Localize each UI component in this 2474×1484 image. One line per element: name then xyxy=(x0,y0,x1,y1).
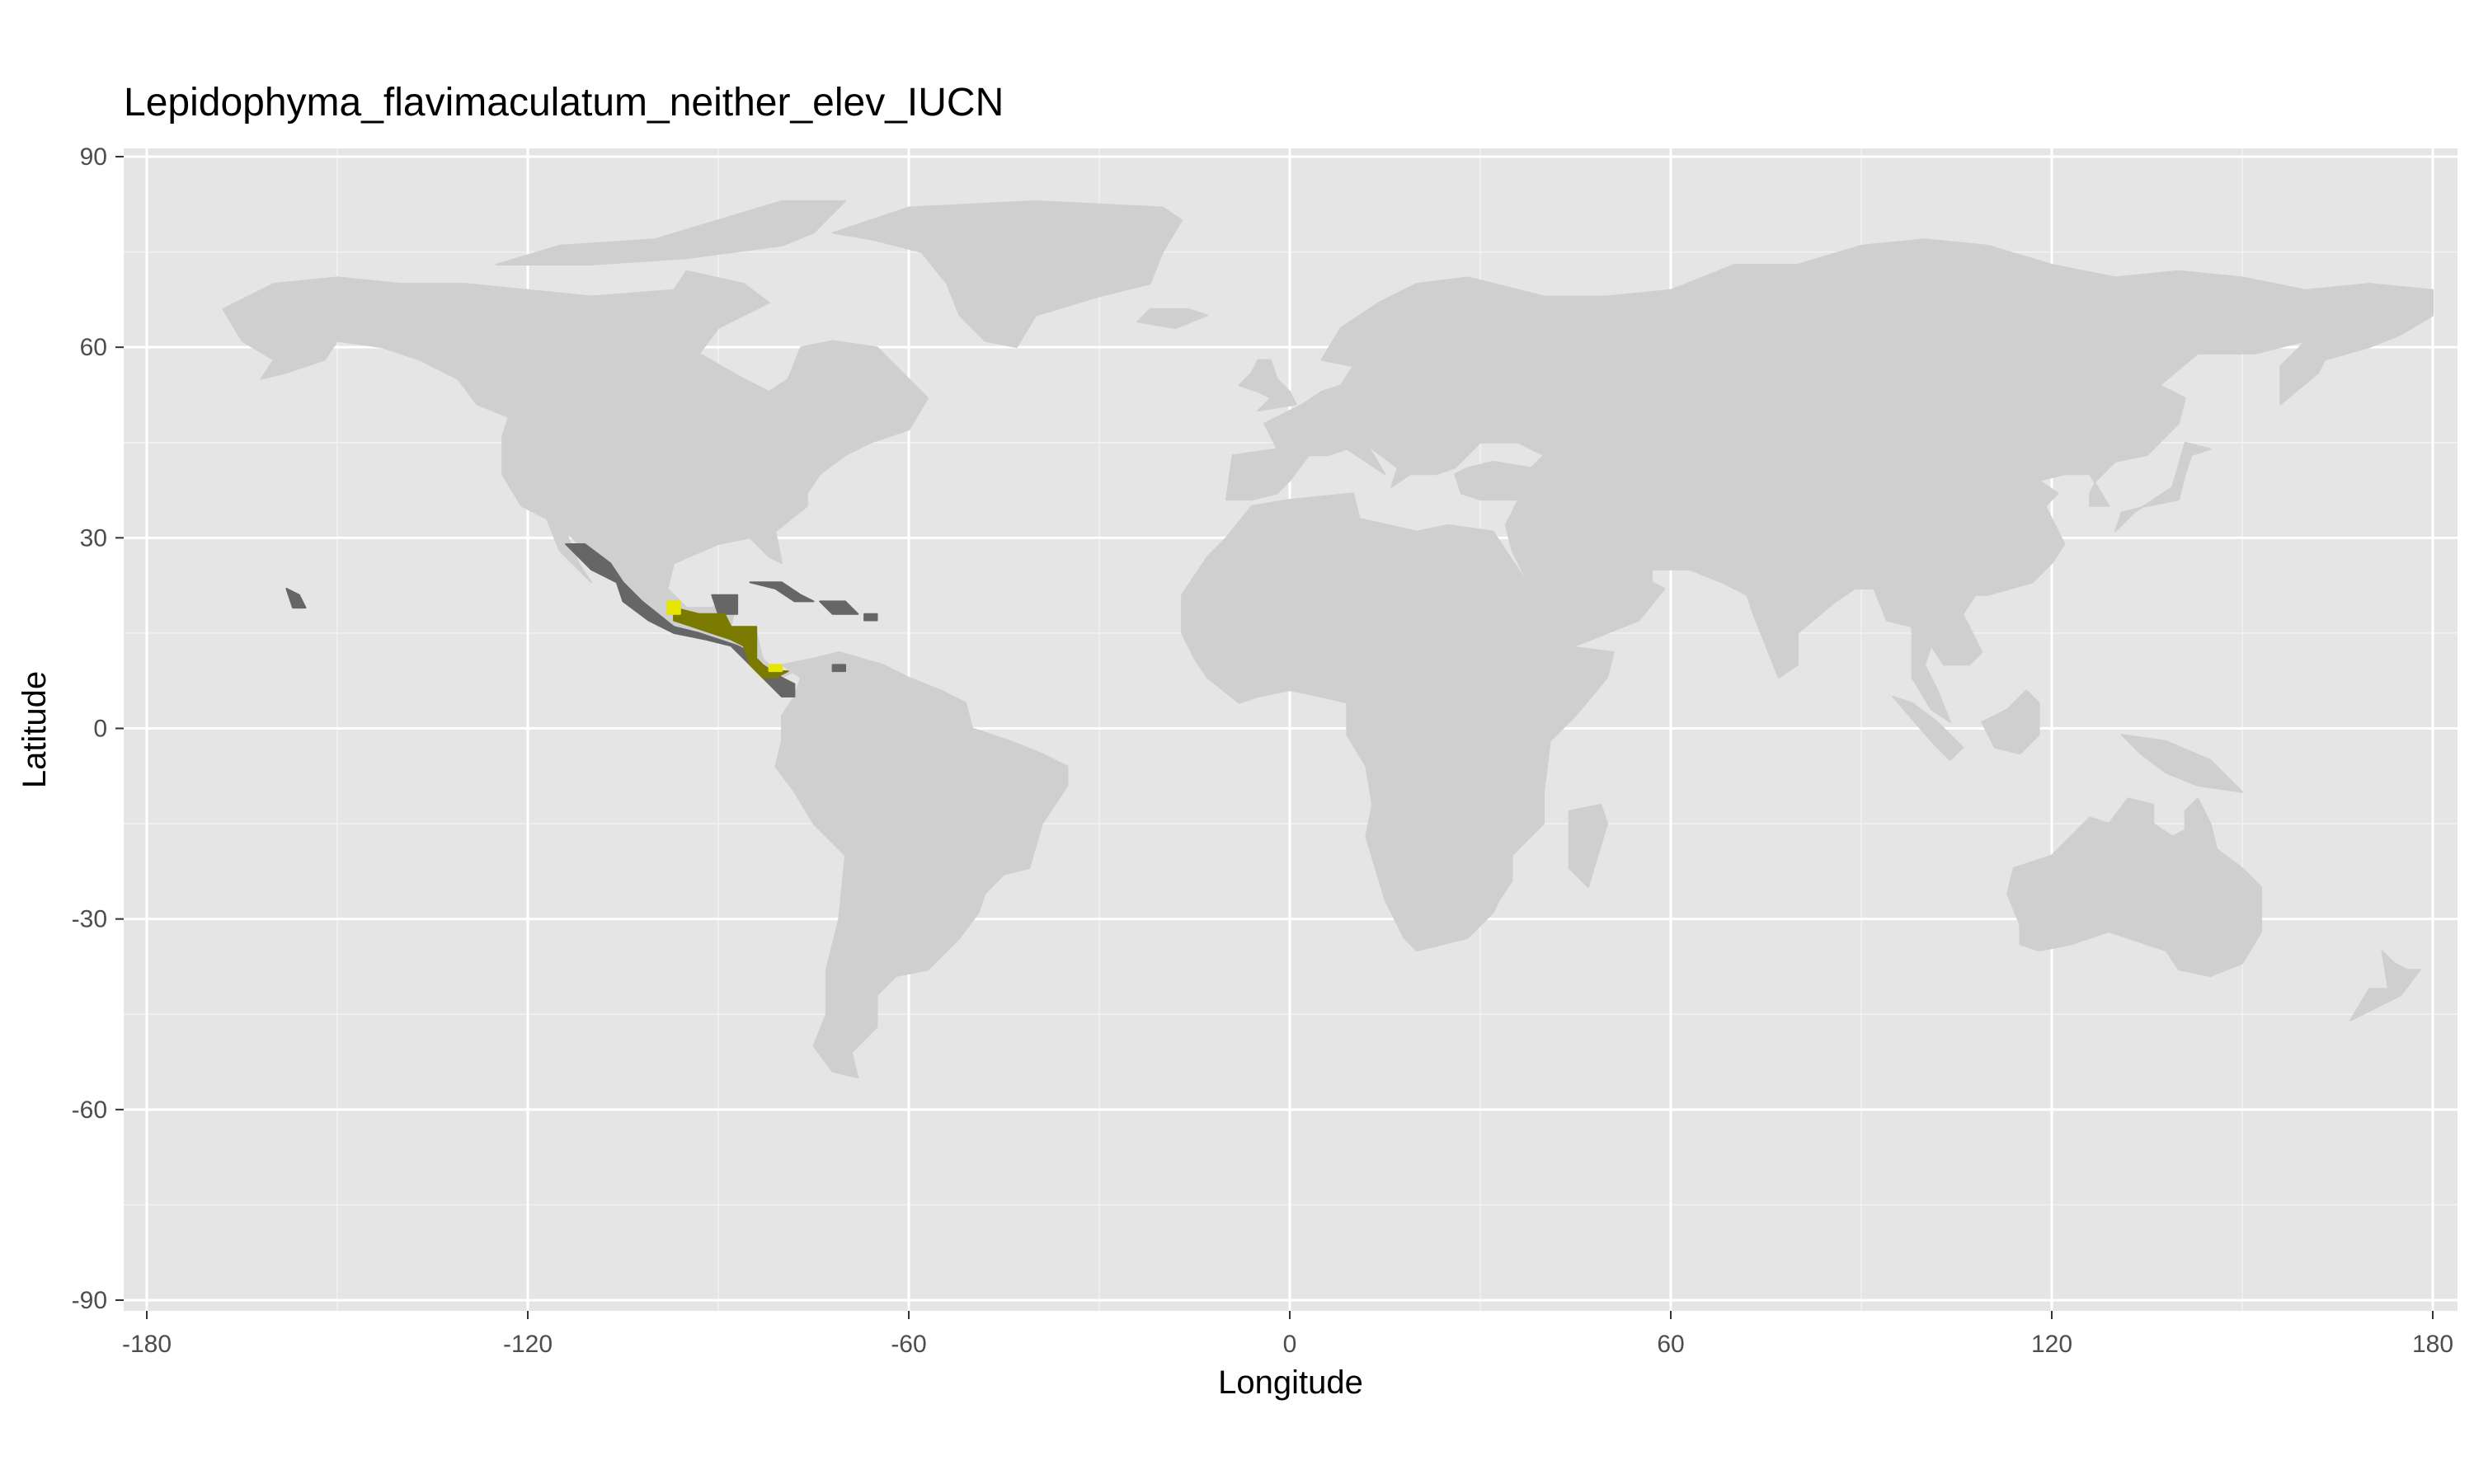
highlight-region xyxy=(666,600,681,615)
iucn_range-region xyxy=(819,600,859,615)
map-layers xyxy=(222,200,2434,1079)
x-tick-label: 180 xyxy=(2412,1331,2453,1358)
iucn_range-region xyxy=(831,664,846,673)
land-region xyxy=(2349,950,2421,1021)
x-tick-label: -180 xyxy=(122,1331,172,1358)
y-tick-label: 60 xyxy=(80,334,107,361)
y-tick-label: -60 xyxy=(72,1097,107,1124)
x-tick-label: 0 xyxy=(1283,1331,1297,1358)
land-region xyxy=(1892,696,1964,761)
land-region xyxy=(1225,238,2434,723)
land-region xyxy=(1136,308,1208,329)
land-region xyxy=(774,651,1069,1079)
land-region xyxy=(2120,734,2243,793)
iucn_range-layer xyxy=(285,543,878,697)
y-tick-label: 0 xyxy=(93,716,107,743)
x-axis: -180 -120 -60 0 60 120 180 xyxy=(122,1311,2453,1358)
land-region xyxy=(1238,359,1297,412)
iucn_range-region xyxy=(711,594,739,615)
iucn_range-region xyxy=(285,588,307,609)
land-region xyxy=(2006,797,2263,977)
land-layer xyxy=(222,200,2434,1079)
x-tick-label: 120 xyxy=(2031,1331,2072,1358)
y-tick-label: 90 xyxy=(80,143,107,171)
y-axis-title: Latitude xyxy=(16,671,53,788)
iucn_range-region xyxy=(749,581,815,603)
y-tick-label: -90 xyxy=(72,1287,107,1314)
land-region xyxy=(1981,689,2040,755)
x-tick-label: -120 xyxy=(503,1331,553,1358)
y-axis: 90 60 30 0 -30 -60 -90 xyxy=(72,143,124,1314)
land-region xyxy=(1568,804,1608,889)
x-tick-label: -60 xyxy=(891,1331,926,1358)
highlight-region xyxy=(768,664,783,673)
iucn_range-region xyxy=(863,613,878,622)
highlight-layer xyxy=(666,600,783,673)
land-region xyxy=(1181,492,1615,952)
y-tick-label: 30 xyxy=(80,524,107,552)
land-region xyxy=(831,200,1183,349)
plot-title: Lepidophyma_flavimaculatum_neither_elev_… xyxy=(124,81,1004,124)
iucn_range-region xyxy=(565,543,796,697)
overlap-layer xyxy=(673,607,789,679)
land-region xyxy=(2114,441,2212,533)
y-tick-label: -30 xyxy=(72,906,107,933)
x-axis-title: Longitude xyxy=(1218,1364,1363,1401)
land-region xyxy=(495,200,846,265)
overlap-region xyxy=(673,607,789,679)
x-tick-label: 60 xyxy=(1657,1331,1684,1358)
